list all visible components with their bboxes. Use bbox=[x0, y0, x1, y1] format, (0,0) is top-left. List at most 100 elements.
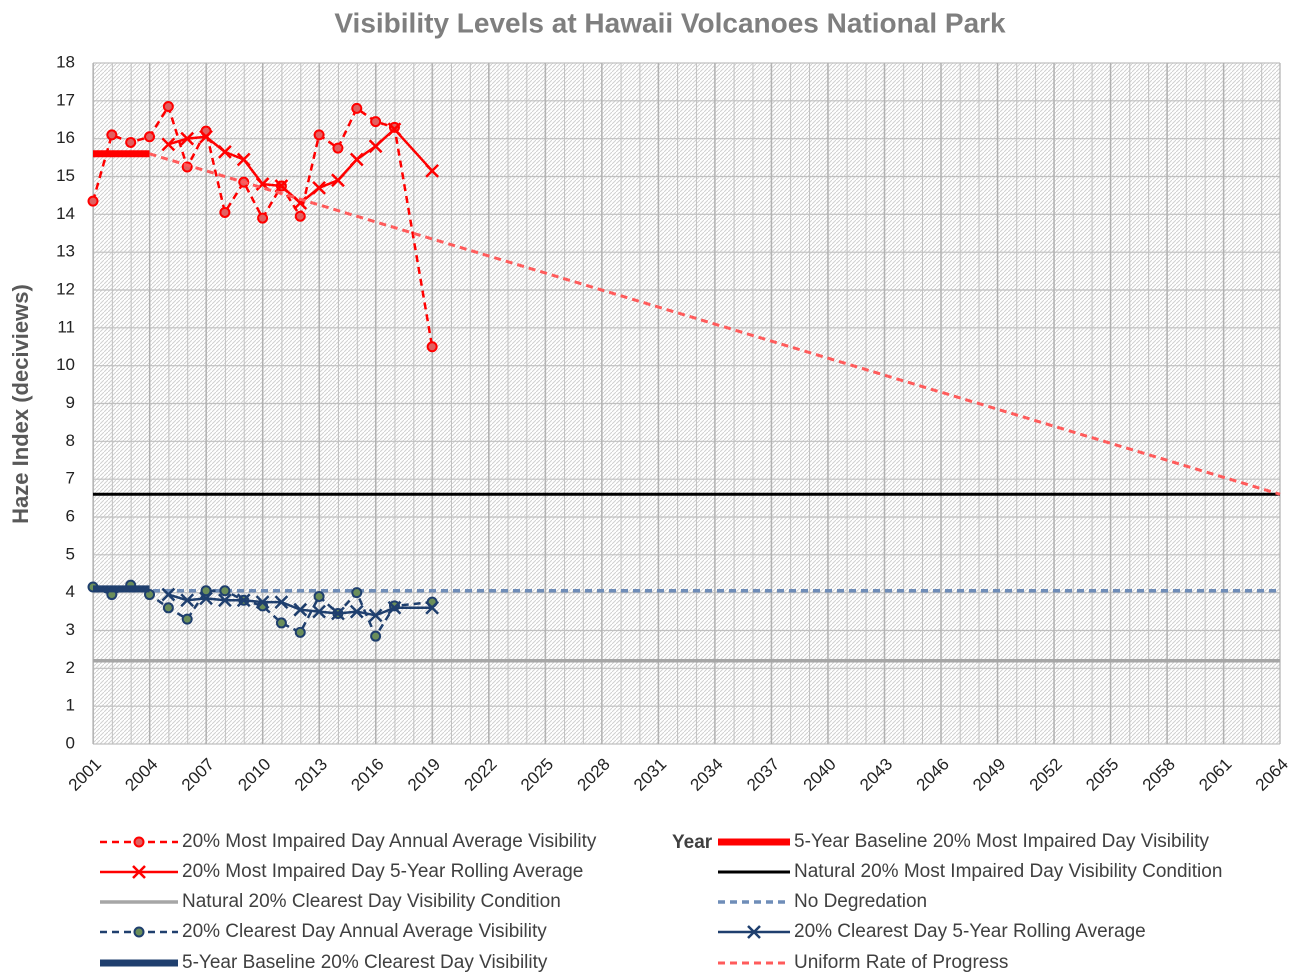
point bbox=[199, 129, 213, 144]
point bbox=[387, 600, 402, 615]
x-tick-label: 2019 bbox=[404, 755, 444, 795]
x-tick-label: 2010 bbox=[234, 755, 274, 795]
x-tick-label: 2052 bbox=[1026, 755, 1066, 795]
legend-label: No Degredation bbox=[794, 891, 927, 912]
point bbox=[87, 195, 99, 207]
chart-title: Visibility Levels at Hawaii Volcanoes Na… bbox=[334, 7, 1006, 38]
y-tick-label: 12 bbox=[56, 279, 75, 298]
legend-label: Natural 20% Most Impaired Day Visibility… bbox=[794, 861, 1222, 882]
legend-marker bbox=[132, 865, 146, 879]
x-tick-label: 2043 bbox=[856, 755, 896, 795]
point bbox=[331, 173, 345, 188]
x-tick-label: 2034 bbox=[687, 755, 727, 795]
x-tick-label: 2040 bbox=[800, 755, 840, 795]
point bbox=[218, 145, 232, 159]
y-tick-label: 3 bbox=[66, 620, 75, 639]
x-tick-label: 2064 bbox=[1252, 755, 1292, 795]
y-tick-label: 17 bbox=[56, 90, 75, 109]
point bbox=[425, 163, 440, 178]
point bbox=[313, 590, 325, 602]
x-tick-label: 2001 bbox=[65, 755, 105, 795]
x-tick-label: 2058 bbox=[1139, 755, 1179, 795]
point bbox=[275, 617, 287, 629]
point bbox=[199, 591, 213, 606]
y-tick-label: 0 bbox=[66, 733, 75, 752]
point bbox=[312, 180, 326, 195]
x-tick-label: 2031 bbox=[630, 755, 670, 795]
point bbox=[368, 139, 383, 154]
x-tick-label: 2061 bbox=[1195, 755, 1235, 795]
legend-label: 20% Clearest Day 5-Year Rolling Average bbox=[794, 921, 1146, 942]
point bbox=[313, 129, 325, 141]
x-tick-label: 2004 bbox=[121, 755, 161, 795]
point bbox=[349, 604, 364, 619]
legend-label: 5-Year Baseline 20% Most Impaired Day Vi… bbox=[794, 831, 1210, 852]
x-tick-label: 2025 bbox=[517, 755, 557, 795]
y-tick-label: 11 bbox=[57, 317, 75, 336]
point bbox=[294, 626, 306, 638]
point bbox=[368, 608, 383, 623]
y-tick-label: 16 bbox=[56, 128, 75, 147]
x-tick-label: 2007 bbox=[178, 755, 218, 795]
point bbox=[219, 206, 231, 218]
legend-label: 20% Clearest Day Annual Average Visibili… bbox=[182, 921, 547, 942]
series-line bbox=[92, 583, 433, 639]
point bbox=[426, 341, 438, 353]
y-tick-label: 7 bbox=[66, 469, 75, 488]
legend-label: 20% Most Impaired Day 5-Year Rolling Ave… bbox=[182, 861, 583, 882]
series-line bbox=[149, 152, 1281, 496]
y-tick-label: 13 bbox=[56, 242, 75, 261]
x-axis-title: Year bbox=[672, 832, 713, 853]
point bbox=[255, 595, 270, 610]
legend-marker bbox=[133, 926, 145, 938]
series-line bbox=[91, 103, 434, 347]
y-tick-label: 6 bbox=[66, 506, 75, 525]
legend-marker bbox=[133, 836, 145, 848]
y-tick-label: 4 bbox=[66, 582, 75, 601]
point bbox=[331, 606, 345, 621]
point bbox=[162, 602, 174, 614]
point bbox=[257, 212, 269, 224]
y-tick-label: 1 bbox=[66, 696, 75, 715]
point bbox=[200, 585, 212, 597]
point bbox=[387, 122, 402, 137]
x-tick-label: 2016 bbox=[347, 755, 387, 795]
x-tick-label: 2046 bbox=[913, 755, 953, 795]
point bbox=[351, 102, 363, 114]
point bbox=[274, 179, 289, 193]
y-tick-label: 14 bbox=[56, 204, 75, 223]
point bbox=[370, 116, 382, 128]
point bbox=[181, 613, 193, 625]
point bbox=[106, 129, 118, 141]
point bbox=[332, 142, 344, 154]
point bbox=[162, 101, 174, 113]
x-tick-label: 2037 bbox=[743, 755, 783, 795]
point bbox=[425, 600, 440, 615]
point bbox=[161, 587, 176, 602]
point bbox=[218, 593, 232, 608]
legend-label: 20% Most Impaired Day Annual Average Vis… bbox=[182, 831, 597, 852]
y-tick-label: 8 bbox=[66, 431, 75, 450]
y-tick-label: 9 bbox=[66, 393, 75, 412]
point bbox=[294, 210, 306, 222]
point bbox=[351, 587, 363, 599]
legend-label: Uniform Rate of Progress bbox=[794, 952, 1008, 973]
y-tick-label: 15 bbox=[56, 166, 75, 185]
x-tick-label: 2022 bbox=[460, 755, 500, 795]
point bbox=[125, 136, 137, 148]
point bbox=[349, 152, 364, 167]
point bbox=[219, 585, 231, 597]
point bbox=[312, 604, 326, 619]
legend-label: Natural 20% Clearest Day Visibility Cond… bbox=[182, 891, 561, 912]
point bbox=[144, 131, 156, 143]
y-axis-title: Haze Index (deciviews) bbox=[8, 284, 33, 524]
point bbox=[180, 593, 195, 608]
point bbox=[274, 595, 289, 610]
point bbox=[236, 152, 251, 167]
point bbox=[161, 137, 176, 152]
x-tick-label: 2028 bbox=[574, 755, 614, 795]
y-tick-label: 5 bbox=[66, 544, 75, 563]
legend-label: 5-Year Baseline 20% Clearest Day Visibil… bbox=[182, 952, 548, 973]
point bbox=[293, 602, 308, 617]
